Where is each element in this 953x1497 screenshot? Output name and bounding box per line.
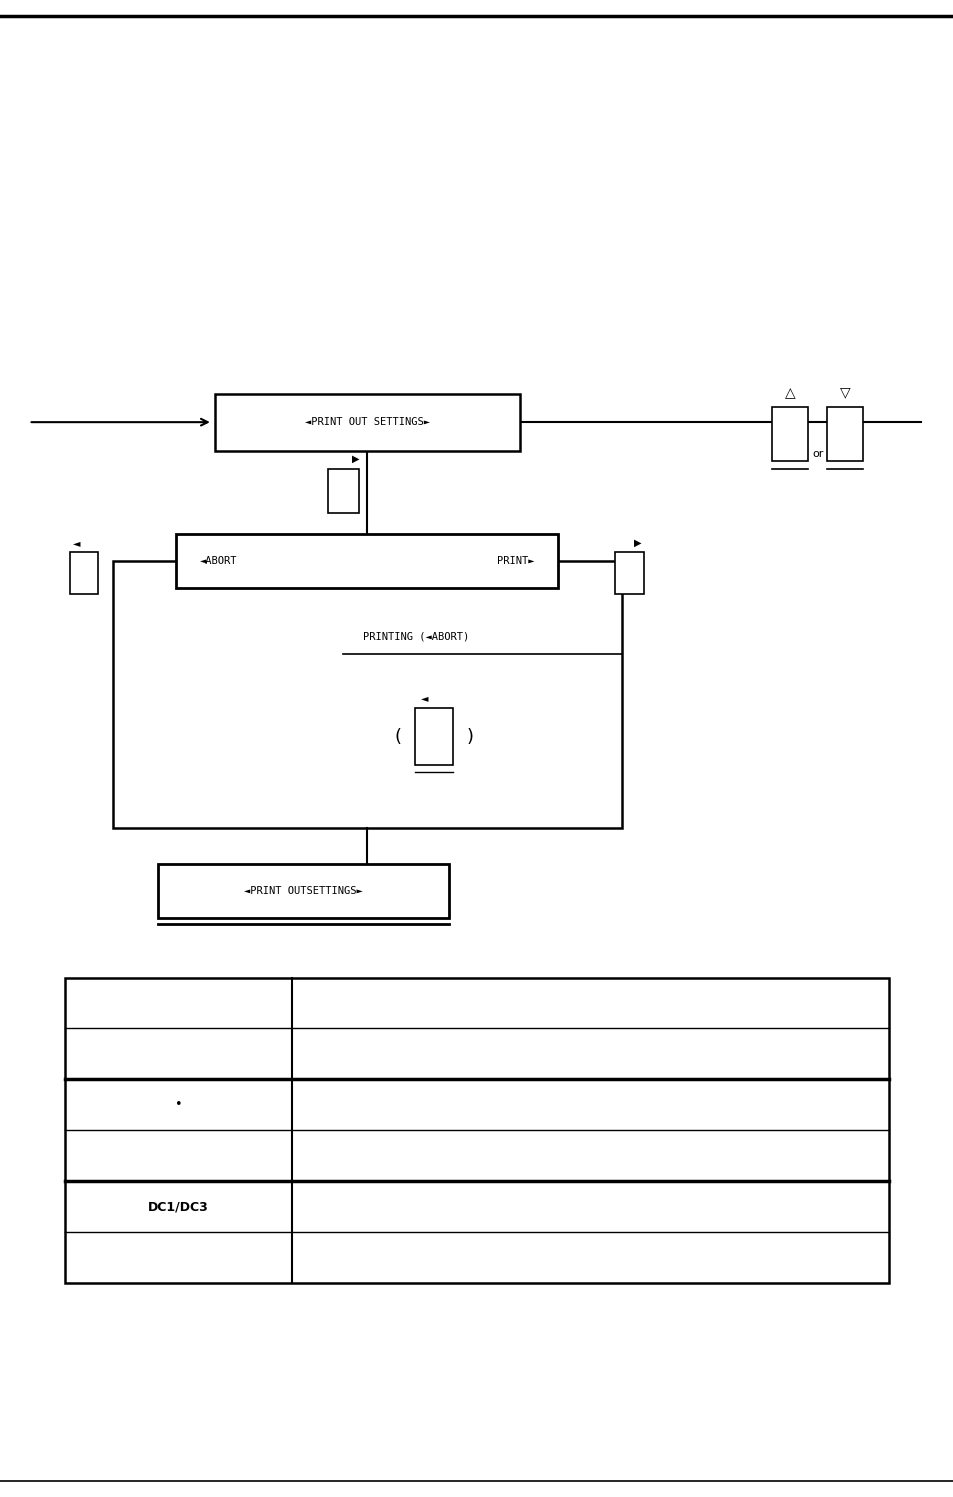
Text: PRINTING (◄ABORT): PRINTING (◄ABORT) — [362, 632, 468, 641]
Text: ▶: ▶ — [352, 454, 359, 464]
Text: •: • — [174, 1099, 182, 1111]
Bar — [70, 552, 98, 594]
Bar — [826, 407, 862, 461]
Bar — [615, 552, 643, 594]
Text: PRINT►: PRINT► — [497, 557, 534, 566]
Bar — [112, 561, 621, 828]
Text: ◄: ◄ — [72, 537, 80, 548]
Text: (: ( — [394, 728, 401, 746]
Text: DC1/DC3: DC1/DC3 — [148, 1201, 209, 1213]
Text: ▶: ▶ — [633, 537, 640, 548]
Text: △: △ — [783, 386, 795, 400]
Bar — [771, 407, 807, 461]
Text: ◄PRINT OUTSETTINGS►: ◄PRINT OUTSETTINGS► — [244, 886, 362, 895]
Text: ◄: ◄ — [420, 693, 428, 704]
Bar — [65, 978, 888, 1283]
Bar — [415, 708, 453, 765]
Text: ▽: ▽ — [839, 386, 850, 400]
Text: ◄ABORT: ◄ABORT — [200, 557, 237, 566]
Text: or: or — [812, 449, 823, 458]
Bar — [158, 864, 449, 918]
Bar — [328, 469, 358, 513]
Bar — [214, 394, 519, 451]
Text: ): ) — [466, 728, 474, 746]
Text: ◄PRINT OUT SETTINGS►: ◄PRINT OUT SETTINGS► — [304, 418, 430, 427]
Bar — [176, 534, 558, 588]
